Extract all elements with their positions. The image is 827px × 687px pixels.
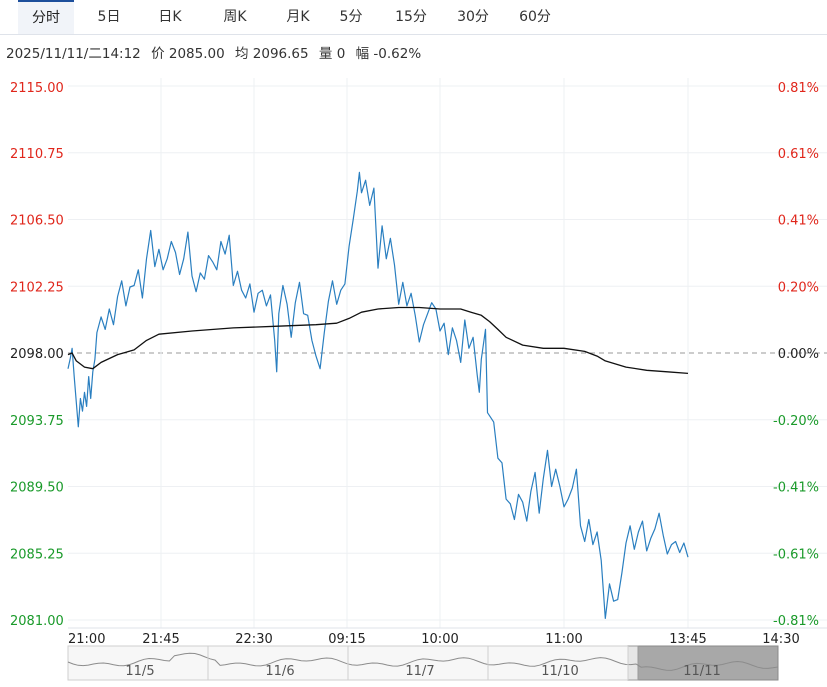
x-tick-label: 13:45 [669, 632, 706, 647]
tab-7[interactable]: 30分 [457, 9, 489, 25]
x-tick-label: 09:15 [328, 632, 365, 647]
y-tick-label: 2098.00 [10, 347, 64, 362]
tab-6[interactable]: 15分 [395, 9, 427, 25]
quote-price: 价 2085.00 [151, 46, 225, 62]
x-tick-label: 21:00 [68, 632, 105, 647]
tab-1[interactable]: 5日 [97, 9, 121, 25]
pct-tick-label: 0.81% [778, 81, 819, 96]
navigator-date-label: 11/10 [541, 664, 578, 679]
tab-5[interactable]: 5分 [339, 9, 363, 25]
pct-tick-label: -0.20% [773, 414, 819, 429]
y-tick-label: 2115.00 [10, 81, 64, 96]
x-tick-label: 14:30 [762, 632, 799, 647]
y-tick-label: 2085.25 [10, 547, 64, 562]
tab-0[interactable]: 分时 [18, 0, 74, 34]
x-tick-label: 10:00 [421, 632, 458, 647]
y-tick-label: 2106.50 [10, 214, 64, 229]
x-tick-label: 11:00 [545, 632, 582, 647]
y-tick-label: 2081.00 [10, 614, 64, 629]
pct-tick-label: 0.20% [778, 280, 819, 295]
period-tab-bar: 分时 5日 日K 周K 月K 5分 15分 30分 60分 [0, 0, 827, 35]
tab-2[interactable]: 日K [158, 9, 182, 25]
navigator-strip [67, 645, 779, 681]
y-tick-label: 2110.75 [10, 147, 64, 162]
navigator-handle [627, 645, 639, 681]
y-tick-label: 2093.75 [10, 414, 64, 429]
quote-average: 均 2096.65 [234, 46, 309, 62]
tab-3[interactable]: 周K [223, 9, 247, 25]
pct-tick-label: 0.61% [778, 147, 819, 162]
navigator-date-label: 11/5 [125, 664, 154, 679]
navigator-date-label: 11/6 [265, 664, 294, 679]
tab-4[interactable]: 月K [286, 9, 310, 25]
tab-8[interactable]: 60分 [519, 9, 551, 25]
navigator-selection-window [637, 645, 779, 681]
quote-info-bar: 2025/11/11/二14:12 价 2085.00 均 2096.65 量 … [6, 42, 427, 62]
x-tick-label: 21:45 [142, 632, 179, 647]
quote-change: 幅 -0.62% [355, 46, 422, 62]
pct-tick-label: -0.81% [773, 614, 819, 629]
navigator-date-label: 11/7 [405, 664, 434, 679]
quote-volume: 量 0 [318, 46, 346, 62]
price-line [67, 171, 689, 619]
y-tick-label: 2102.25 [10, 280, 64, 295]
quote-datetime: 2025/11/11/二14:12 [6, 46, 141, 62]
y-tick-label: 2089.50 [10, 481, 64, 496]
navigator-line [67, 652, 779, 671]
x-tick-label: 22:30 [235, 632, 272, 647]
navigator-date-label: 11/11 [683, 664, 720, 679]
pct-tick-label: -0.41% [773, 481, 819, 496]
avg-line [67, 306, 689, 375]
pct-tick-label: 0.00% [778, 347, 819, 362]
pct-tick-label: -0.61% [773, 547, 819, 562]
pct-tick-label: 0.41% [778, 214, 819, 229]
